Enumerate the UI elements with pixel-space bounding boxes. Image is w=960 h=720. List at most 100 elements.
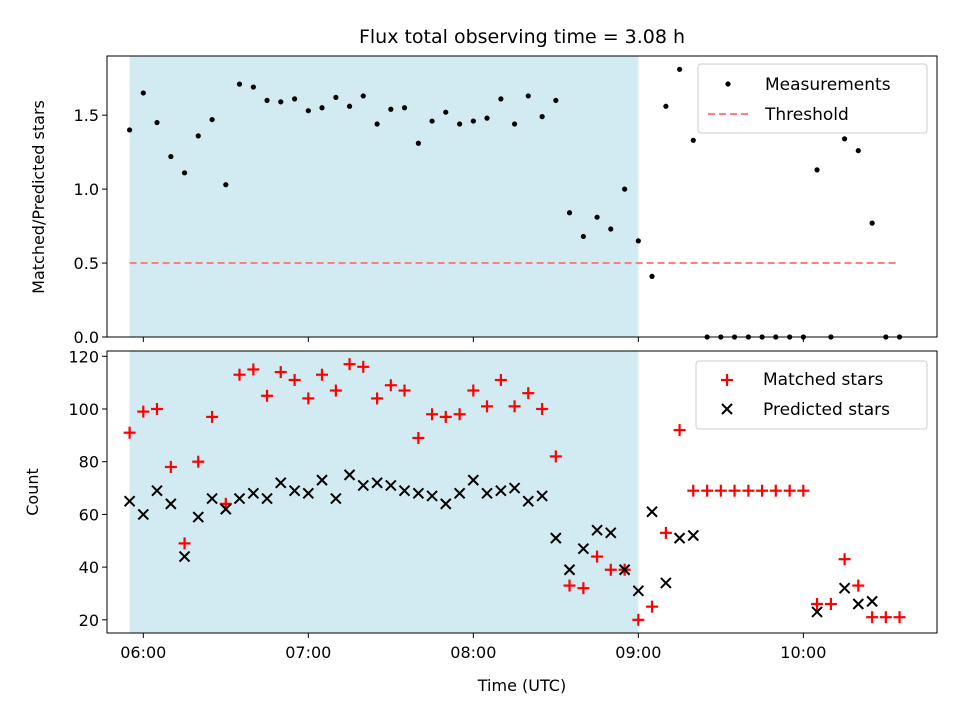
matched-star-point [866,611,879,624]
matched-star-point [893,611,906,624]
matched-star-point [604,563,617,576]
matched-star-point [261,389,274,402]
matched-star-point [481,400,494,413]
y-tick-label: 20 [79,611,99,630]
predicted-star-point [591,524,603,536]
x-tick-label: 09:00 [615,643,661,662]
measurement-point [566,210,573,216]
matched-star-point [439,410,452,423]
predicted-star-point [357,479,369,492]
chart-title: Flux total observing time = 3.08 h [359,26,685,48]
matched-star-point [536,402,549,415]
predicted-star-point [412,487,425,500]
y-tick-label: 40 [79,558,99,577]
measurement-point [608,226,614,232]
measurement-point [388,106,394,112]
measurement-point [553,97,559,103]
measurement-point [195,133,201,139]
predicted-star-point [467,474,480,486]
legend-matched-label: Matched stars [763,370,883,390]
matched-star-point [233,368,246,381]
ratio-panel: 0.0 0.5 1.0 1.5 Matched/Predicted stars Mea… [29,55,938,347]
count-panel-frame [106,350,938,634]
measurement-point [594,214,600,220]
predicted-star-point [632,585,645,597]
predicted-star-point [261,492,273,505]
legend-predicted-label: Predicted stars [763,400,890,420]
predicted-star-point [866,595,878,608]
predicted-star-point [481,487,493,500]
predicted-star-point [426,490,438,502]
measurement-point [154,119,160,126]
legend-measurements-label: Measurements [765,75,891,95]
matched-star-point [659,526,672,539]
predicted-star-point [508,482,521,494]
measurement-point [484,115,490,121]
predicted-star-point [838,582,851,594]
predicted-star-point [495,484,507,497]
measurement-point [209,116,215,123]
predicted-star-point [536,490,548,502]
matched-star-point [371,392,384,405]
count-points [123,358,906,626]
matched-star-point [687,484,700,497]
y-tick-label: 80 [79,453,99,472]
measurement-point [127,127,133,133]
matched-star-point [329,384,342,397]
y-tick-label: 1.5 [74,106,99,125]
matched-star-point [742,484,755,497]
measurement-point [841,136,848,142]
matched-star-point [563,579,576,592]
measurement-point [869,220,875,226]
predicted-star-point [330,492,342,505]
observing-window-shade [129,351,639,633]
measurement-points [127,66,903,340]
matched-star-point [811,598,824,611]
measurement-point [360,93,366,99]
ratio-y-axis: 0.0 0.5 1.0 1.5 [74,106,107,347]
measurement-point [140,90,146,96]
count-y-axis: 20 40 60 80 100 120 [68,347,107,630]
matched-star-point [274,366,287,379]
x-tick-label: 06:00 [120,643,166,662]
y-tick-label: 120 [68,347,99,366]
matched-star-point [288,373,301,386]
predicted-star-point [220,503,232,515]
predicted-star-point [646,506,658,518]
predicted-star-point [660,577,672,589]
predicted-star-point [605,527,617,539]
matched-star-point [150,402,163,415]
matched-star-point [783,484,796,497]
count-x-axis: 06:00 07:00 08:00 09:00 10:00 [120,633,826,662]
measurement-point [264,97,270,103]
matched-star-point [701,484,714,497]
predicted-star-point [233,492,246,505]
matched-star-point [577,582,590,595]
y-tick-label: 0.0 [74,328,99,347]
ratio-legend: Measurements Threshold [697,63,928,134]
measurement-point [278,99,284,105]
matched-star-point [756,484,769,497]
ratio-y-axis-label: Matched/Predicted stars [29,100,48,294]
ratio-legend-box [697,63,928,134]
measurement-point [429,118,435,124]
predicted-star-point [563,564,576,576]
y-tick-label: 1.0 [74,180,99,199]
measurement-point [415,140,421,146]
y-tick-label: 100 [68,400,99,419]
measurement-point [663,103,669,109]
matched-star-point [769,484,782,497]
matched-star-point [384,379,397,392]
x-tick-label: 07:00 [285,643,331,662]
matched-star-point [164,460,177,473]
matched-star-point [646,600,659,613]
predicted-star-point [522,495,534,507]
predicted-star-point [206,492,218,505]
matched-star-point [632,613,645,626]
matched-star-point [852,579,865,592]
predicted-star-point [550,532,562,544]
measurement-point [511,121,518,127]
predicted-star-point [371,477,383,489]
ratio-panel-frame [106,55,938,338]
